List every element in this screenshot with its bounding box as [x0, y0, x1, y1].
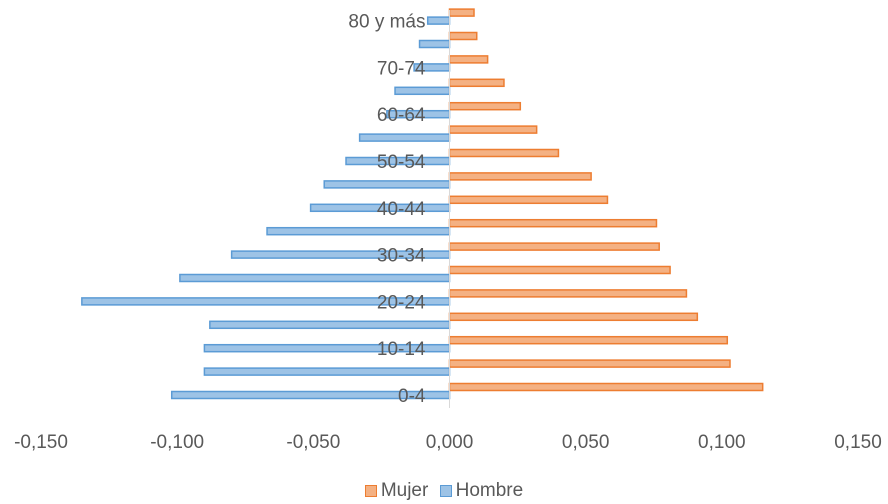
x-tick-label: -0,050	[286, 432, 340, 453]
bar-mujer-30-34	[448, 242, 660, 251]
x-tick-label: 0,100	[698, 432, 746, 453]
legend-item-mujer: Mujer	[364, 480, 429, 502]
category-label-10-14: 10-14	[377, 339, 426, 360]
bar-mujer-25-29	[448, 265, 671, 275]
bar-mujer-35-39	[448, 218, 658, 228]
bar-hombre-65-69	[394, 86, 451, 96]
bar-mujer-55-59	[448, 125, 538, 134]
legend: Mujer Hombre	[0, 480, 888, 502]
category-label-70-74: 70-74	[377, 58, 426, 79]
bar-mujer-75-79	[448, 31, 478, 41]
bar-hombre-5-9	[203, 367, 451, 376]
bar-mujer-60-64	[448, 101, 522, 111]
x-tick-label: -0,150	[14, 432, 68, 453]
bar-mujer-20-24	[448, 289, 688, 298]
x-tick-label: 0,150	[834, 432, 882, 453]
legend-swatch-hombre	[439, 485, 452, 497]
category-label-80 y más: 80 y más	[348, 12, 425, 33]
bar-mujer-50-54	[448, 148, 560, 158]
bar-mujer-70-74	[448, 55, 489, 64]
bar-mujer-80 y más	[448, 8, 475, 17]
category-label-40-44: 40-44	[377, 199, 426, 220]
legend-swatch-mujer	[364, 485, 377, 497]
bar-mujer-45-49	[448, 172, 592, 181]
bar-mujer-15-19	[448, 312, 699, 322]
x-tick-label: 0,050	[562, 432, 610, 453]
bar-hombre-80 y más	[426, 16, 451, 25]
bar-mujer-65-69	[448, 78, 505, 88]
x-tick-label: -0,100	[150, 432, 204, 453]
legend-item-hombre: Hombre	[439, 480, 524, 502]
bar-hombre-55-59	[358, 133, 451, 142]
bar-hombre-25-29	[179, 273, 451, 283]
bar-mujer-0-4	[448, 382, 764, 392]
bar-mujer-40-44	[448, 195, 609, 205]
category-label-30-34: 30-34	[377, 246, 426, 267]
category-label-0-4: 0-4	[398, 386, 426, 407]
category-label-60-64: 60-64	[377, 105, 426, 126]
legend-label-hombre: Hombre	[455, 480, 524, 501]
category-label-50-54: 50-54	[377, 152, 426, 173]
category-label-20-24: 20-24	[377, 292, 426, 313]
x-tick-label: 0,000	[426, 432, 474, 453]
legend-label-mujer: Mujer	[380, 480, 429, 501]
bar-hombre-15-19	[209, 320, 451, 330]
bar-mujer-10-14	[448, 335, 729, 345]
bar-hombre-75-79	[418, 39, 451, 49]
bar-hombre-45-49	[323, 180, 451, 189]
bar-hombre-35-39	[266, 226, 451, 236]
bar-mujer-5-9	[448, 359, 731, 368]
